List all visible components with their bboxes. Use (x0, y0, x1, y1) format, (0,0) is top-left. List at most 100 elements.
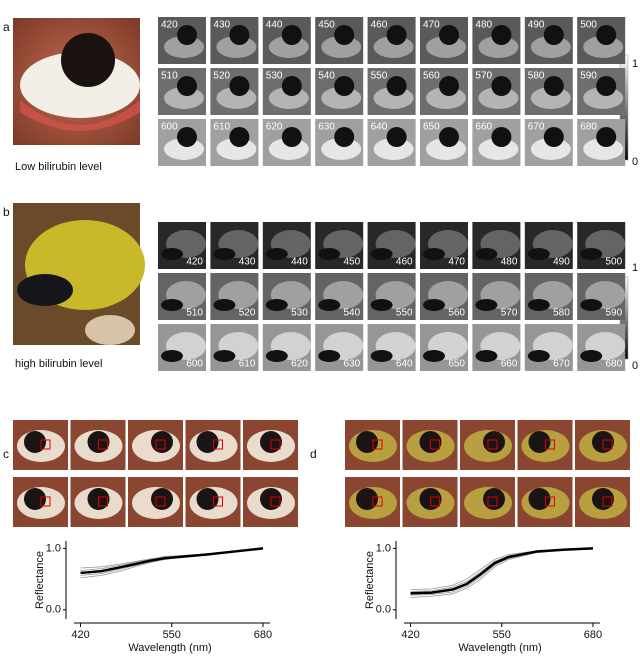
wavelength-label: 620 (291, 359, 308, 370)
line (410, 547, 593, 592)
iris (151, 431, 173, 453)
wavelength-label: 570 (475, 71, 492, 82)
colorbar-tick: 1 (632, 262, 638, 274)
wavelength-label: 510 (161, 71, 178, 82)
spectral-image: 660 (472, 324, 521, 371)
line (80, 547, 264, 575)
caption: Low bilirubin level (15, 161, 102, 173)
spectral-image: 640 (367, 324, 416, 371)
x-tick-label: 680 (254, 629, 272, 641)
iris (334, 127, 355, 147)
eye-photo (13, 18, 140, 145)
iris (439, 76, 459, 96)
wavelength-label: 570 (501, 308, 518, 319)
wavelength-label: 650 (423, 122, 440, 133)
y-tick-label: 0.0 (376, 604, 391, 616)
wavelength-label: 630 (318, 122, 335, 133)
wavelength-label: 610 (213, 122, 230, 133)
wavelength-label: 560 (423, 71, 440, 82)
panel-label: a (3, 20, 10, 34)
wavelength-label: 540 (318, 71, 335, 82)
spectral-image: 430 (210, 17, 259, 64)
spectral-image: 490 (524, 222, 573, 269)
colorbar-tick: 0 (632, 156, 638, 168)
iris (527, 299, 550, 311)
spectral-image: 560 (420, 273, 468, 320)
roi (430, 496, 440, 507)
spectral-image: 460 (367, 222, 416, 269)
iris (528, 431, 551, 453)
wavelength-label: 630 (344, 359, 361, 370)
y-tick-label: 1.0 (46, 542, 61, 554)
spectral-image: 680 (577, 324, 626, 371)
iris (161, 248, 183, 260)
spectral-image: 590 (577, 68, 626, 115)
iris (151, 488, 173, 510)
wavelength-label: 580 (553, 308, 570, 319)
iris (24, 431, 46, 453)
iris (527, 248, 550, 260)
spectral-image: 540 (315, 273, 364, 320)
line (80, 547, 264, 579)
iris (527, 350, 550, 362)
eye-thumbnail (402, 477, 458, 527)
wavelength-label: 430 (213, 20, 230, 31)
iris (318, 350, 341, 362)
iris (491, 127, 512, 147)
spectral-image: 550 (367, 68, 416, 115)
iris (596, 127, 617, 147)
eye-thumbnail (345, 477, 400, 527)
wavelength-label: 460 (396, 257, 413, 268)
iris (334, 25, 355, 45)
wavelength-label: 620 (266, 122, 283, 133)
y-tick-label: 1.0 (376, 542, 391, 554)
spectral-image: 680 (577, 119, 626, 166)
iris (475, 350, 498, 362)
iris (265, 350, 288, 362)
roi (155, 496, 166, 507)
x-tick-label: 680 (584, 629, 602, 641)
eye-thumbnail (70, 477, 126, 527)
wavelength-label: 640 (396, 359, 413, 370)
wavelength-label: 660 (475, 122, 492, 133)
iris (213, 350, 236, 362)
roi (602, 496, 613, 507)
roi (545, 496, 555, 507)
spectral-image: 650 (420, 324, 468, 371)
roi (98, 496, 108, 507)
eye-thumbnail (460, 420, 515, 470)
wavelength-label: 550 (371, 71, 388, 82)
spectral-image: 620 (262, 324, 311, 371)
spectral-image: 480 (472, 222, 521, 269)
eye-thumbnail (128, 477, 183, 527)
iris (423, 248, 445, 260)
iris (528, 488, 551, 510)
iris (177, 127, 197, 147)
wavelength-label: 680 (580, 122, 597, 133)
iris (318, 299, 341, 311)
spectral-image: 650 (420, 119, 468, 166)
colorbar-tick: 1 (632, 58, 638, 70)
spectral-image: 420 (158, 17, 206, 64)
wavelength-label: 530 (291, 308, 308, 319)
eye-thumbnail (185, 420, 241, 470)
colorbar-tick: 0 (632, 360, 638, 372)
eye-photo (13, 203, 145, 345)
iris (334, 76, 355, 96)
spectral-image: 540 (315, 68, 364, 115)
spectral-image: 460 (367, 17, 416, 64)
wavelength-label: 490 (553, 257, 570, 268)
eye-thumbnail (517, 477, 573, 527)
spectral-image: 440 (262, 222, 311, 269)
iris (491, 76, 512, 96)
wavelength-label: 590 (580, 71, 597, 82)
iris (161, 299, 183, 311)
eye-thumbnail (575, 477, 630, 527)
wavelength-label: 510 (186, 308, 203, 319)
spectral-image: 550 (367, 273, 416, 320)
iris (580, 248, 603, 260)
iris (386, 25, 407, 45)
iris (543, 25, 564, 45)
spectral-image: 560 (420, 68, 468, 115)
wavelength-label: 500 (606, 257, 623, 268)
